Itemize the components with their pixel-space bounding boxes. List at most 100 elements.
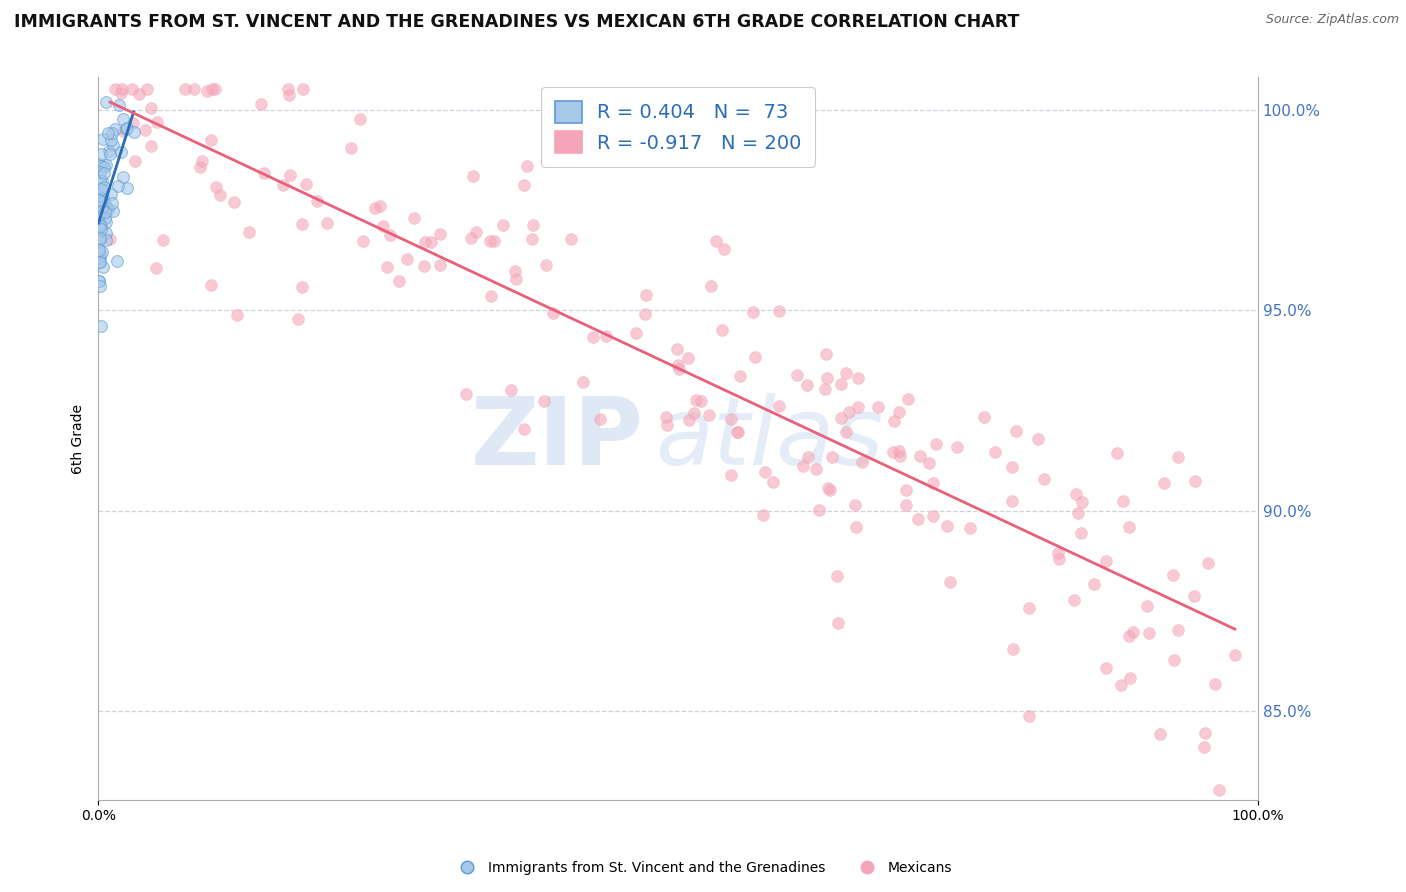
Point (200, 133, 222, 147)
Point (827, 615, 849, 630)
Point (479, 234, 502, 248)
Point (804, 462, 827, 476)
Point (188, 161, 211, 175)
Point (796, 450, 818, 464)
Point (883, 414, 905, 428)
Point (128, 87, 150, 101)
Point (516, 159, 538, 173)
Point (925, 436, 948, 450)
Point (1208, 783, 1230, 797)
Point (96, 201, 118, 215)
Point (572, 375, 595, 389)
Point (295, 178, 318, 192)
Point (959, 521, 981, 535)
Point (87, 217, 110, 231)
Point (533, 393, 555, 408)
Point (139, 138, 162, 153)
Point (190, 153, 212, 168)
Point (396, 252, 419, 266)
Point (139, 102, 162, 116)
Point (277, 87, 299, 102)
Point (984, 445, 1007, 459)
Point (541, 306, 564, 320)
Point (768, 399, 790, 413)
Point (94, 205, 117, 219)
Point (134, 123, 156, 137)
Point (1001, 493, 1024, 508)
Point (87, 274, 110, 288)
Point (818, 483, 841, 497)
Point (375, 260, 398, 275)
Point (173, 82, 195, 96)
Text: Source: ZipAtlas.com: Source: ZipAtlas.com (1265, 13, 1399, 27)
Point (104, 121, 127, 136)
Point (897, 392, 920, 407)
Point (1163, 567, 1185, 582)
Point (456, 387, 478, 401)
Point (222, 195, 245, 210)
Point (710, 323, 733, 337)
Point (678, 413, 700, 427)
Point (115, 180, 138, 194)
Point (830, 411, 852, 425)
Point (100, 133, 122, 147)
Point (754, 465, 776, 479)
Point (250, 97, 273, 112)
Point (111, 170, 134, 185)
Point (846, 371, 869, 385)
Point (97, 203, 120, 218)
Point (89, 251, 111, 265)
Point (728, 369, 751, 384)
Point (90, 181, 112, 195)
Point (1136, 599, 1159, 613)
Point (682, 406, 704, 420)
Point (209, 187, 232, 202)
Point (821, 450, 844, 464)
Point (792, 458, 814, 473)
Point (98, 144, 121, 158)
Text: atlas: atlas (655, 393, 883, 484)
Point (846, 400, 869, 414)
Point (1118, 520, 1140, 534)
Point (307, 194, 329, 208)
Point (101, 126, 124, 140)
Point (1095, 554, 1118, 568)
Point (1067, 506, 1090, 520)
Point (91, 190, 114, 204)
Point (89, 278, 111, 293)
Point (278, 168, 301, 182)
Point (689, 394, 711, 409)
Point (316, 215, 339, 229)
Point (1137, 626, 1160, 640)
Point (1001, 459, 1024, 474)
Point (90, 245, 112, 260)
Point (94, 199, 117, 213)
Point (90, 159, 112, 173)
Point (122, 115, 145, 129)
Point (830, 377, 852, 392)
Point (513, 178, 536, 192)
Point (378, 227, 401, 242)
Point (87, 274, 110, 288)
Point (935, 519, 957, 533)
Point (817, 481, 839, 495)
Point (183, 82, 205, 96)
Point (866, 400, 889, 414)
Point (505, 272, 527, 286)
Point (291, 218, 314, 232)
Point (1153, 475, 1175, 490)
Point (89, 191, 111, 205)
Point (89, 220, 111, 235)
Point (89, 193, 111, 207)
Point (668, 362, 690, 376)
Point (624, 326, 647, 341)
Point (827, 568, 849, 582)
Point (815, 370, 838, 384)
Point (1223, 648, 1246, 662)
Point (111, 82, 134, 96)
Text: IMMIGRANTS FROM ST. VINCENT AND THE GRENADINES VS MEXICAN 6TH GRADE CORRELATION : IMMIGRANTS FROM ST. VINCENT AND THE GREN… (14, 13, 1019, 31)
Point (634, 307, 657, 321)
Point (1167, 450, 1189, 464)
Point (1194, 725, 1216, 739)
Point (481, 289, 503, 303)
